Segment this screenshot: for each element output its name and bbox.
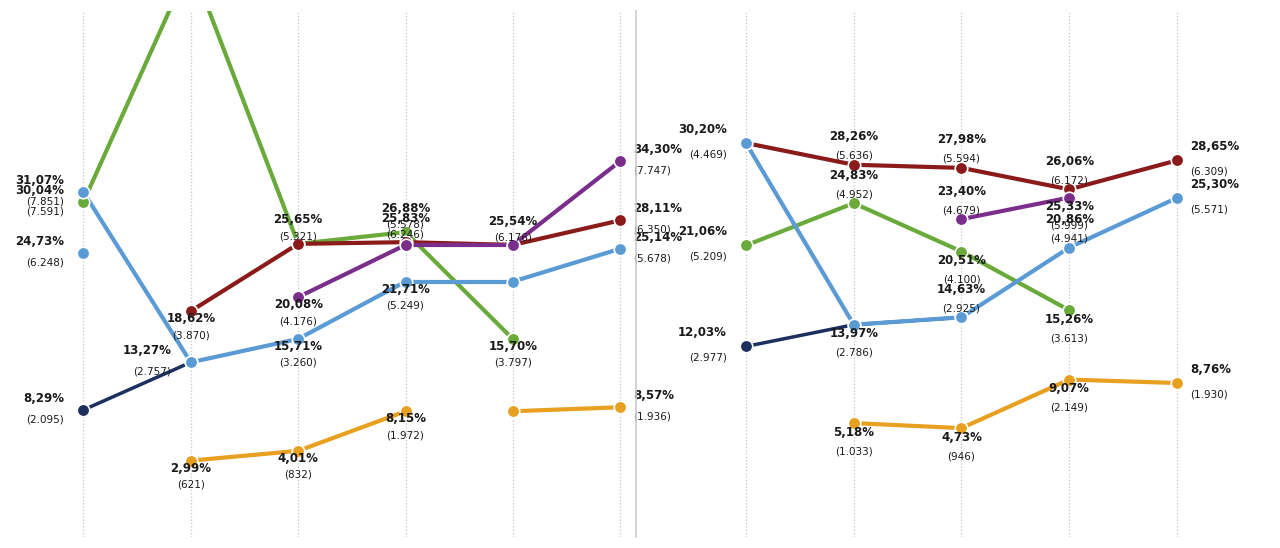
- Text: (5.636): (5.636): [835, 151, 873, 161]
- Text: 8,15%: 8,15%: [385, 413, 426, 425]
- Text: (4.100): (4.100): [942, 275, 980, 284]
- Text: (7.591): (7.591): [26, 207, 64, 216]
- Text: (6.246): (6.246): [387, 230, 425, 239]
- Text: 20,08%: 20,08%: [274, 298, 323, 311]
- Text: 31,07%: 31,07%: [15, 174, 64, 187]
- Text: (621): (621): [177, 480, 205, 489]
- Text: 15,26%: 15,26%: [1044, 313, 1094, 326]
- Text: 24,83%: 24,83%: [829, 169, 878, 182]
- Text: (6.350): (6.350): [634, 225, 671, 235]
- Text: (1.972): (1.972): [387, 430, 425, 440]
- Text: (5.209): (5.209): [689, 252, 727, 261]
- Text: 14,63%: 14,63%: [937, 283, 986, 296]
- Text: (3.260): (3.260): [279, 358, 317, 368]
- Text: 26,88%: 26,88%: [381, 202, 430, 215]
- Text: (4.941): (4.941): [1051, 233, 1088, 244]
- Text: (2.786): (2.786): [835, 347, 873, 358]
- Text: (5.249): (5.249): [387, 300, 425, 311]
- Text: 26,06%: 26,06%: [1044, 155, 1094, 168]
- Text: 28,26%: 28,26%: [829, 130, 878, 143]
- Text: (2.149): (2.149): [1051, 403, 1088, 413]
- Text: (4.679): (4.679): [942, 205, 980, 215]
- Text: (4.952): (4.952): [835, 189, 873, 199]
- Text: 13,27%: 13,27%: [123, 344, 172, 357]
- Text: 25,30%: 25,30%: [1190, 178, 1239, 191]
- Text: 15,71%: 15,71%: [274, 340, 323, 353]
- Text: (5.571): (5.571): [1190, 204, 1228, 214]
- Text: 21,71%: 21,71%: [381, 283, 430, 296]
- Text: (4.469): (4.469): [689, 149, 727, 159]
- Text: 30,20%: 30,20%: [677, 123, 727, 136]
- Text: 8,29%: 8,29%: [23, 392, 64, 405]
- Text: (946): (946): [947, 451, 975, 461]
- Text: 27,98%: 27,98%: [937, 133, 986, 146]
- Text: (5.678): (5.678): [634, 253, 671, 263]
- Text: (2.757): (2.757): [133, 367, 172, 377]
- Text: (4.176): (4.176): [279, 316, 317, 326]
- Text: (6.248): (6.248): [26, 257, 64, 267]
- Text: 25,33%: 25,33%: [1044, 200, 1093, 213]
- Text: 25,54%: 25,54%: [488, 214, 538, 227]
- Text: 20,51%: 20,51%: [937, 254, 986, 267]
- Text: 25,65%: 25,65%: [274, 214, 323, 226]
- Text: (1.930): (1.930): [1190, 389, 1228, 399]
- Text: 34,30%: 34,30%: [634, 143, 682, 156]
- Text: 21,06%: 21,06%: [677, 225, 727, 238]
- Text: (3.870): (3.870): [172, 330, 210, 340]
- Text: (5.999): (5.999): [1051, 220, 1088, 231]
- Text: (6.172): (6.172): [1051, 175, 1088, 185]
- Text: 4,73%: 4,73%: [941, 431, 982, 443]
- Text: 4,01%: 4,01%: [278, 452, 319, 465]
- Text: (7.851): (7.851): [26, 197, 64, 207]
- Text: 25,14%: 25,14%: [634, 231, 682, 244]
- Text: (6.309): (6.309): [1190, 167, 1228, 176]
- Text: (7.747): (7.747): [634, 165, 671, 176]
- Text: 20,86%: 20,86%: [1044, 213, 1094, 226]
- Text: (5.578): (5.578): [387, 219, 425, 230]
- Text: (2.925): (2.925): [942, 304, 980, 313]
- Text: (2.095): (2.095): [27, 414, 64, 425]
- Text: (832): (832): [284, 470, 312, 480]
- Text: 9,07%: 9,07%: [1048, 382, 1089, 395]
- Text: 30,04%: 30,04%: [15, 184, 64, 197]
- Text: (2.977): (2.977): [689, 352, 727, 363]
- Text: 8,57%: 8,57%: [634, 389, 675, 402]
- Text: 23,40%: 23,40%: [937, 185, 986, 198]
- Text: (3.613): (3.613): [1051, 333, 1088, 343]
- Text: (5.321): (5.321): [279, 231, 317, 241]
- Text: (5.594): (5.594): [942, 154, 980, 164]
- Text: 8,76%: 8,76%: [1190, 363, 1231, 376]
- Text: 2,99%: 2,99%: [170, 462, 211, 475]
- Text: 25,83%: 25,83%: [381, 212, 430, 225]
- Text: 13,97%: 13,97%: [829, 327, 878, 340]
- Text: 15,70%: 15,70%: [489, 340, 538, 353]
- Text: (1.033): (1.033): [835, 446, 873, 456]
- Text: 24,73%: 24,73%: [15, 235, 64, 248]
- Text: 5,18%: 5,18%: [833, 426, 874, 438]
- Text: 12,03%: 12,03%: [677, 327, 727, 340]
- Text: 28,11%: 28,11%: [634, 202, 682, 215]
- Text: (6.176): (6.176): [494, 232, 531, 242]
- Text: (1.936): (1.936): [634, 412, 671, 422]
- Text: 28,65%: 28,65%: [1190, 140, 1239, 153]
- Text: (3.797): (3.797): [494, 358, 531, 368]
- Text: 18,62%: 18,62%: [166, 312, 215, 326]
